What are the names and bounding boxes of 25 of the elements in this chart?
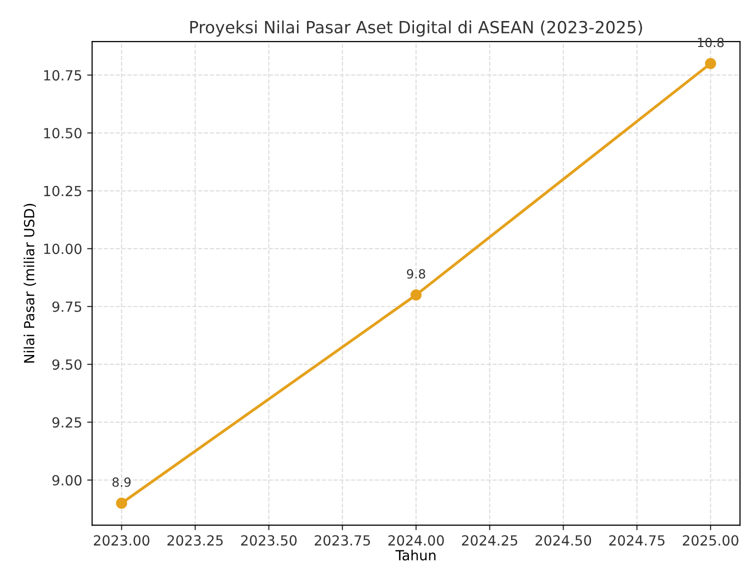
y-axis-title: Nilai Pasar (miliar USD) bbox=[24, 204, 36, 363]
x-tick-label: 2024.50 bbox=[536, 535, 592, 546]
x-tick-label: 2024.75 bbox=[609, 535, 664, 546]
point bbox=[705, 58, 716, 70]
x-tick-label: 2024.00 bbox=[388, 535, 444, 546]
y-tick-label: 10.00 bbox=[44, 244, 82, 254]
x-axis-title: Tahun bbox=[395, 550, 436, 560]
data-label: 9.8 bbox=[406, 269, 426, 279]
x-tick-label: 2023.00 bbox=[94, 535, 150, 546]
x-tick-label: 2023.25 bbox=[168, 535, 223, 546]
y-tick-label: 9.75 bbox=[52, 301, 82, 312]
y-tick-label: 9.50 bbox=[52, 359, 82, 370]
x-tick-label: 2025.00 bbox=[682, 535, 738, 546]
point bbox=[410, 289, 422, 300]
y-tick-label: 10.25 bbox=[44, 186, 82, 196]
point bbox=[116, 498, 128, 509]
chart-title: Proyeksi Nilai Pasar Aset Digital di ASEAN (2023-2025) bbox=[190, 20, 642, 37]
x-tick-label: 2023.50 bbox=[241, 535, 297, 546]
y-tick-label: 10.75 bbox=[44, 70, 82, 81]
y-tick-label: 9.00 bbox=[52, 475, 82, 486]
y-tick-label: 9.25 bbox=[52, 417, 82, 428]
y-tick-label: 10.50 bbox=[44, 128, 82, 138]
data-label: 8.9 bbox=[112, 477, 131, 487]
x-tick-label: 2023.75 bbox=[314, 535, 370, 546]
x-tick-label: 2024.25 bbox=[462, 535, 518, 546]
